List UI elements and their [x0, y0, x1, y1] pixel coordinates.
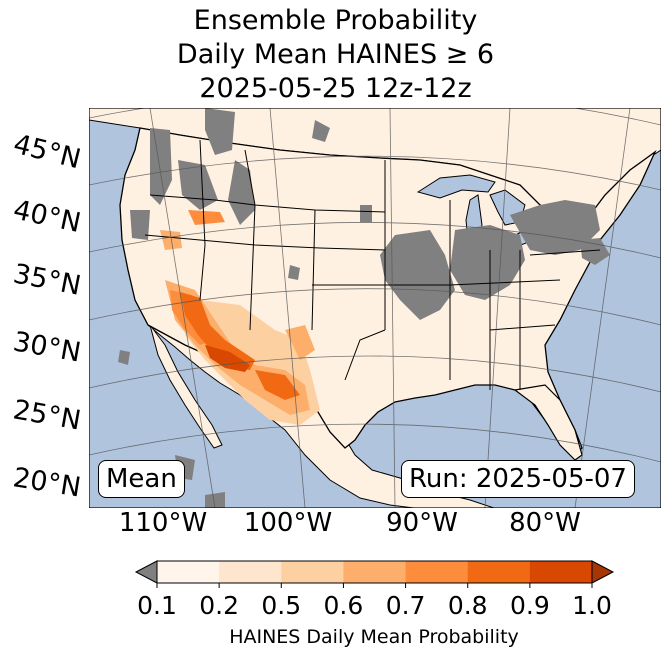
map-panel: [89, 108, 661, 508]
lon-label-100: 100°W: [244, 508, 332, 538]
probability-shading: [160, 210, 320, 425]
colorbar-swatch: [467, 561, 531, 583]
map-title: Ensemble Probability Daily Mean HAINES ≥…: [0, 4, 671, 106]
stat-label-box: Mean: [98, 460, 185, 498]
graticule: [89, 108, 661, 508]
lon-label-80: 80°W: [509, 508, 581, 538]
colorbar-swatch: [343, 561, 407, 583]
colorbar-tick-label: 0.2: [199, 591, 239, 620]
colorbar-swatch: [281, 561, 344, 583]
colorbar: 0.1 0.2 0.5 0.6 0.7 0.8 0.9 1.0 HAINES Daily Me…: [134, 560, 615, 648]
colorbar-tick-label: 1.0: [572, 591, 612, 620]
colorbar-over-arrow: [591, 560, 615, 584]
colorbar-tick-label: 0.7: [386, 591, 426, 620]
colorbar-under-arrow: [134, 560, 158, 584]
colorbar-swatches: [157, 561, 593, 583]
lon-label-90: 90°W: [386, 508, 458, 538]
colorbar-tick-label: 0.1: [137, 591, 177, 620]
colorbar-ticks: 0.1 0.2 0.5 0.6 0.7 0.8 0.9 1.0: [137, 583, 612, 620]
lat-label-20: 20°N: [11, 462, 83, 503]
lat-label-30: 30°N: [11, 326, 83, 368]
longitude-labels: 110°W 100°W 90°W 80°W: [119, 508, 581, 538]
lat-label-45: 45°N: [10, 129, 84, 176]
colorbar-swatch: [529, 561, 593, 583]
title-line-1: Ensemble Probability: [193, 5, 478, 36]
missing-data: [118, 108, 610, 508]
lat-label-35: 35°N: [11, 258, 84, 301]
lat-label-25: 25°N: [11, 394, 83, 436]
colorbar-tick-label: 0.9: [510, 591, 550, 620]
state-borders: [144, 139, 601, 390]
colorbar-label: HAINES Daily Mean Probability: [229, 626, 519, 648]
colorbar-tick-label: 0.6: [324, 591, 364, 620]
colorbar-swatch: [157, 561, 220, 583]
title-line-2: Daily Mean HAINES ≥ 6: [176, 39, 495, 70]
lat-label-40: 40°N: [11, 195, 84, 239]
colorbar-swatch: [219, 561, 282, 583]
run-date-box: Run: 2025-05-07: [401, 460, 635, 498]
colorbar-tick-label: 0.5: [261, 591, 301, 620]
title-line-3: 2025-05-25 12z-12z: [199, 73, 472, 104]
colorbar-tick-label: 0.8: [448, 591, 488, 620]
latitude-labels: 45°N 40°N 35°N 30°N 25°N 20°N: [10, 129, 84, 504]
colorbar-swatch: [405, 561, 469, 583]
lon-label-110: 110°W: [119, 508, 207, 538]
baja-california: [149, 324, 223, 449]
